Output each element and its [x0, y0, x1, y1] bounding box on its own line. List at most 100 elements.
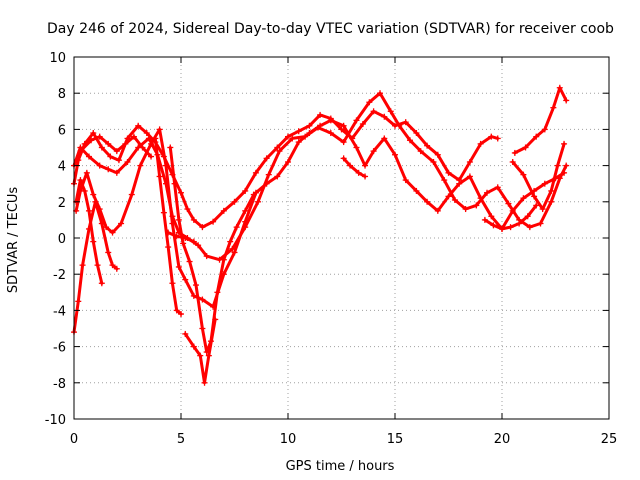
y-tick-label: -2: [53, 268, 66, 283]
data-point-marker: [227, 238, 234, 245]
data-point-marker: [541, 180, 548, 187]
data-point-marker: [362, 173, 369, 180]
data-point-marker: [96, 162, 103, 169]
data-point-marker: [441, 177, 448, 184]
data-point-marker: [190, 343, 197, 350]
data-point-marker: [340, 155, 347, 162]
data-point-marker: [115, 157, 122, 164]
data-point-marker: [199, 296, 206, 303]
data-point-marker: [406, 137, 413, 144]
data-point-marker: [285, 133, 291, 140]
data-point-marker: [109, 229, 116, 236]
data-point-marker: [233, 224, 240, 231]
data-point-marker: [165, 229, 172, 236]
data-point-marker: [148, 153, 155, 160]
series-line: [511, 142, 566, 211]
data-point-marker: [434, 207, 441, 214]
data-point-marker: [317, 111, 324, 118]
data-point-marker: [347, 162, 354, 169]
x-tick-label: 5: [177, 432, 185, 447]
data-point-marker: [175, 216, 182, 223]
data-point-marker: [548, 198, 555, 205]
data-point-marker: [122, 140, 129, 147]
data-point-marker: [306, 122, 313, 129]
series-trace-8: [182, 316, 219, 386]
data-point-marker: [212, 316, 219, 323]
data-point-marker: [537, 220, 544, 227]
data-point-marker: [548, 187, 555, 194]
series-line: [74, 118, 566, 309]
y-tick-label: -10: [45, 413, 66, 428]
x-tick-labels: 0 5 10 15 20 25: [70, 432, 617, 447]
data-point-marker: [201, 379, 208, 386]
data-point-marker: [445, 193, 452, 200]
data-point-marker: [563, 97, 570, 104]
series-trace-9: [511, 84, 570, 156]
data-point-marker: [355, 169, 362, 176]
data-point-marker: [462, 206, 469, 213]
axis-ticks: [73, 56, 610, 420]
series-trace-4: [71, 198, 120, 336]
data-point-marker: [167, 144, 174, 151]
data-point-marker: [402, 119, 409, 126]
y-tick-label: 10: [49, 51, 66, 66]
data-point-marker: [156, 173, 163, 180]
data-point-marker: [505, 200, 512, 207]
data-point-marker: [77, 148, 84, 155]
series-trace-7: [152, 135, 184, 318]
data-point-marker: [327, 130, 334, 137]
data-point-marker: [488, 133, 495, 140]
data-point-marker: [109, 262, 116, 269]
data-point-marker: [520, 195, 527, 202]
data-point-marker: [445, 169, 452, 176]
data-point-marker: [143, 130, 150, 137]
x-tick-label: 0: [70, 432, 78, 447]
data-point-marker: [481, 216, 488, 223]
data-point-marker: [263, 155, 270, 162]
data-point-marker: [165, 244, 172, 251]
data-point-marker: [128, 191, 135, 198]
data-point-marker: [182, 276, 189, 283]
x-tick-label: 10: [280, 432, 297, 447]
data-point-marker: [550, 104, 557, 111]
data-point-marker: [353, 117, 360, 124]
data-point-marker: [90, 130, 97, 137]
series-line: [72, 200, 119, 334]
data-point-marker: [182, 330, 189, 337]
data-point-marker: [85, 153, 92, 160]
data-point-marker: [199, 224, 206, 231]
data-point-marker: [92, 198, 99, 205]
data-point-marker: [160, 209, 167, 216]
data-point-marker: [85, 207, 92, 214]
data-point-marker: [381, 135, 388, 142]
data-point-marker: [113, 148, 120, 155]
x-tick-label: 25: [601, 432, 618, 447]
chart-title: Day 246 of 2024, Sidereal Day-to-day VTE…: [47, 21, 614, 37]
data-point-marker: [171, 180, 178, 187]
y-axis-label: SDTVAR / TECUs: [6, 187, 21, 294]
y-tick-label: 4: [58, 160, 66, 175]
y-tick-label: -6: [53, 341, 66, 356]
data-point-marker: [169, 220, 176, 227]
y-tick-label: -8: [53, 377, 66, 392]
data-point-marker: [186, 258, 193, 265]
data-point-marker: [94, 262, 101, 269]
series-trace-11: [340, 155, 369, 180]
data-point-marker: [276, 148, 283, 155]
data-point-marker: [533, 133, 540, 140]
data-point-marker: [340, 139, 347, 146]
y-tick-label: -4: [53, 304, 66, 319]
data-point-marker: [145, 135, 152, 142]
data-point-marker: [563, 162, 570, 169]
data-point-marker: [353, 144, 360, 151]
data-point-marker: [451, 196, 458, 203]
series-trace-14: [481, 202, 540, 232]
x-tick-label: 15: [387, 432, 404, 447]
data-point-marker: [466, 173, 473, 180]
data-point-marker: [295, 139, 302, 146]
data-point-marker: [541, 126, 548, 133]
data-point-marker: [370, 148, 377, 155]
data-point-marker: [456, 180, 463, 187]
data-point-marker: [413, 130, 420, 137]
grid: [74, 57, 609, 419]
